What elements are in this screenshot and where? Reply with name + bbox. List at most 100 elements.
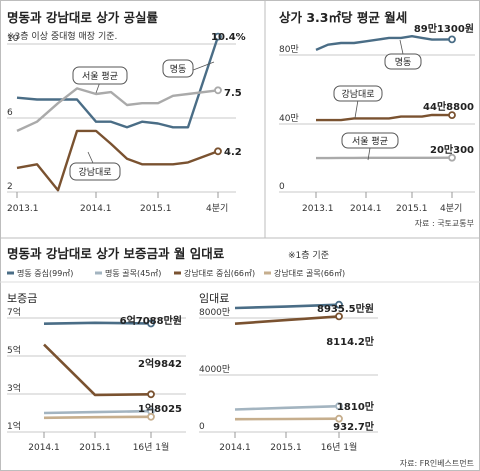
- deposit-end-myeongdong-center: 6억7088만원: [120, 314, 182, 327]
- monthly-rent-ytick-8000: 8000만: [199, 307, 230, 318]
- svg-text:서울 평균: 서울 평균: [82, 71, 118, 82]
- monthly-rent-endpoint-myeongdong-center: [335, 300, 343, 309]
- rent-endpoint-seoul-avg: [448, 153, 456, 162]
- vacancy-line-seoul-avg: [16, 87, 219, 132]
- deposit-ytick-5: 5억: [7, 344, 21, 356]
- rent-lines: [315, 35, 456, 162]
- vacancy-callout-seoul: 서울 평균: [72, 66, 128, 94]
- legend-gangnam-center: 강남대로 중심(66㎡): [184, 268, 255, 278]
- monthly-rent-lines: [234, 300, 343, 423]
- deposit-ytick-7: 7억: [7, 306, 21, 318]
- rent-line-myeongdong: [315, 35, 453, 52]
- monthly-rent-ytick-4000: 4000만: [199, 364, 230, 375]
- monthly-rent-end-gangnam-center: 8114.2만: [326, 335, 375, 348]
- svg-text:강남대로: 강남대로: [78, 167, 111, 178]
- rent-endpoint-gangnam: [448, 111, 456, 119]
- deposit-xtick-2016: 16년 1월: [133, 441, 170, 453]
- bottom-source: 자료: FR인베스트먼트: [400, 458, 474, 468]
- deposit-endpoint-gangnam-side: [147, 412, 155, 421]
- deposit-end-gangnam-center: 2억9842: [138, 358, 182, 370]
- legend-myeongdong-side: 명동 골목(45㎡): [105, 268, 161, 278]
- deposit-lines: [43, 319, 155, 421]
- monthly-rent-endpoint-gangnam-side: [335, 414, 343, 423]
- rent-grid: [279, 54, 475, 198]
- deposit-endpoint-myeongdong-center: [147, 319, 155, 328]
- monthly-rent-xtick-2015: 2015.1: [270, 443, 302, 453]
- monthly-rent-end-myeongdong-side: 1810만: [337, 400, 375, 413]
- deposit-ytick-1: 1억: [7, 420, 21, 432]
- vacancy-callout-gangnam: 강남대로: [69, 151, 121, 181]
- legend-myeongdong-center: 명동 중심(99㎡): [17, 268, 73, 278]
- monthly-rent-line-gangnam-center: [234, 315, 340, 325]
- svg-text:강남대로: 강남대로: [341, 89, 374, 100]
- monthly-rent-ytick-0: 0: [199, 422, 205, 432]
- vacancy-callout-myeongdong: 명동: [162, 59, 215, 78]
- rent-source: 자료 : 국토교통부: [415, 219, 474, 228]
- monthly-rent-line-myeongdong-center: [234, 303, 340, 310]
- vacancy-end-myeongdong: 10.4%: [211, 32, 246, 43]
- deposit-end-gangnam-side: 1억8025: [138, 403, 182, 415]
- vacancy-ytick-2: 2: [7, 182, 13, 192]
- rent-line-gangnam: [316, 113, 453, 122]
- monthly-rent-grid: [199, 317, 378, 438]
- monthly-rent-line-gangnam-side: [234, 417, 340, 421]
- deposit-ytick-3: 3억: [7, 382, 21, 394]
- vacancy-ytick-10: 10: [7, 34, 19, 44]
- rent-callout-myeongdong: 명동: [384, 39, 422, 70]
- vacancy-endpoint-gangnam: [214, 147, 222, 156]
- vacancy-line-gangnam: [16, 129, 219, 192]
- rent-xtick-q4: 4분기: [440, 203, 462, 214]
- svg-text:명동: 명동: [395, 57, 412, 68]
- vacancy-endpoint-seoul-avg: [214, 86, 222, 95]
- deposit-xtick-2014: 2014.1: [28, 443, 60, 453]
- deposit-title: 보증금: [7, 292, 37, 305]
- monthly-rent-xtick-2016: 16년 1월: [321, 441, 358, 453]
- rent-xtick-2014: 2014.1: [350, 204, 382, 214]
- deposit-endpoint-gangnam-center: [147, 390, 155, 399]
- vacancy-endpoint-myeongdong: [214, 32, 222, 41]
- bottom-title: 명동과 강남대로 상가 보증금과 월 임대료: [7, 246, 225, 261]
- legend: 명동 중심(99㎡) 명동 골목(45㎡) 강남대로 중심(66㎡) 강남대로 …: [7, 268, 345, 278]
- rent-ytick-40: 40만: [279, 113, 299, 124]
- monthly-rent-title: 임대료: [199, 292, 229, 305]
- vacancy-note: ※3층 이상 중대형 매장 기준.: [7, 31, 117, 42]
- vacancy-lines: [16, 32, 222, 192]
- vacancy-grid: [7, 43, 236, 198]
- vacancy-xtick-2014: 2014.1: [80, 204, 112, 214]
- monthly-rent-xtick-2014: 2014.1: [219, 443, 251, 453]
- rent-callout-seoul: 서울 평균: [341, 132, 399, 161]
- rent-end-gangnam: 44만8800: [423, 100, 474, 113]
- rent-endpoint-myeongdong: [448, 35, 456, 44]
- vacancy-ytick-6: 6: [7, 108, 13, 118]
- rent-ytick-0: 0: [279, 182, 285, 192]
- vacancy-end-gangnam: 4.2: [224, 147, 242, 158]
- vacancy-title: 명동과 강남대로 상가 공실률: [7, 10, 159, 25]
- monthly-rent-end-gangnam-side: 932.7만: [333, 420, 375, 433]
- rent-xtick-2013: 2013.1: [302, 204, 334, 214]
- monthly-rent-endpoint-myeongdong-side: [335, 402, 343, 411]
- monthly-rent-line-myeongdong-side: [234, 404, 340, 411]
- rent-callout-gangnam: 강남대로: [333, 85, 383, 119]
- vacancy-line-myeongdong: [16, 36, 220, 129]
- deposit-line-myeongdong-side: [43, 409, 152, 415]
- svg-text:서울 평균: 서울 평균: [352, 136, 388, 147]
- vacancy-xtick-q4: 4분기: [206, 203, 228, 214]
- monthly-rent-end-myeongdong-center: 8935.5만원: [317, 302, 374, 315]
- rent-title: 상가 3.3㎡당 평균 월세: [279, 10, 407, 25]
- rent-end-seoul: 20만300: [430, 143, 474, 156]
- deposit-xtick-2015: 2015.1: [79, 443, 111, 453]
- monthly-rent-endpoint-gangnam-center: [335, 312, 343, 321]
- vacancy-xtick-2013: 2013.1: [7, 204, 39, 214]
- svg-text:명동: 명동: [170, 64, 187, 75]
- deposit-line-myeongdong-center: [43, 321, 152, 325]
- rent-xtick-2015: 2015.1: [396, 204, 428, 214]
- deposit-line-gangnam-center: [43, 343, 152, 397]
- vacancy-xtick-2015: 2015.1: [140, 204, 172, 214]
- bottom-note: ※1층 기준: [288, 250, 329, 261]
- rent-ytick-80: 80만: [279, 44, 299, 55]
- deposit-line-gangnam-side: [43, 415, 152, 420]
- vacancy-end-seoul: 7.5: [224, 88, 242, 99]
- legend-gangnam-side: 강남대로 골목(66㎡): [274, 268, 345, 278]
